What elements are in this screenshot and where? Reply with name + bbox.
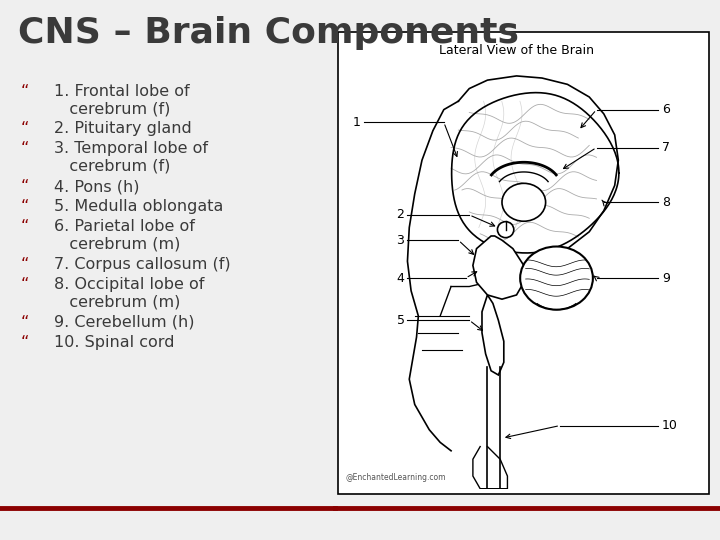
Text: “: “: [20, 277, 29, 292]
Text: cerebrum (m): cerebrum (m): [54, 294, 181, 309]
Text: 10: 10: [662, 419, 678, 432]
Text: 5: 5: [397, 314, 405, 327]
Text: 8. Occipital lobe of: 8. Occipital lobe of: [54, 277, 204, 292]
Text: “: “: [20, 179, 29, 194]
Text: 6: 6: [662, 103, 670, 116]
Text: 2: 2: [397, 208, 405, 221]
Text: 2. Pituitary gland: 2. Pituitary gland: [54, 122, 192, 136]
Text: @EnchantedLearning.com: @EnchantedLearning.com: [346, 474, 446, 482]
Text: 10. Spinal cord: 10. Spinal cord: [54, 335, 174, 350]
Text: 3: 3: [397, 234, 405, 247]
Text: 7: 7: [662, 141, 670, 154]
Text: 7. Corpus callosum (f): 7. Corpus callosum (f): [54, 257, 230, 272]
Text: 4. Pons (h): 4. Pons (h): [54, 179, 140, 194]
Ellipse shape: [520, 246, 593, 309]
Text: 9. Cerebellum (h): 9. Cerebellum (h): [54, 315, 194, 329]
Ellipse shape: [498, 221, 514, 238]
Text: 6. Parietal lobe of: 6. Parietal lobe of: [54, 219, 195, 234]
Text: cerebrum (m): cerebrum (m): [54, 237, 181, 252]
Text: 5. Medulla oblongata: 5. Medulla oblongata: [54, 199, 223, 214]
Text: 9: 9: [662, 272, 670, 285]
Polygon shape: [473, 236, 524, 299]
Text: Lateral View of the Brain: Lateral View of the Brain: [439, 44, 594, 57]
Text: “: “: [20, 122, 29, 136]
Text: 4: 4: [397, 272, 405, 285]
Text: 3. Temporal lobe of: 3. Temporal lobe of: [54, 141, 208, 157]
Polygon shape: [482, 295, 504, 375]
Text: “: “: [20, 199, 29, 214]
Text: cerebrum (f): cerebrum (f): [54, 159, 171, 174]
Text: 8: 8: [662, 196, 670, 209]
Text: “: “: [20, 335, 29, 350]
Text: “: “: [20, 315, 29, 329]
Text: “: “: [20, 141, 29, 157]
Text: cerebrum (f): cerebrum (f): [54, 101, 171, 116]
Bar: [338, 32, 709, 494]
Ellipse shape: [502, 183, 546, 221]
Text: 1. Frontal lobe of: 1. Frontal lobe of: [54, 84, 189, 99]
Text: “: “: [20, 257, 29, 272]
Text: “: “: [20, 84, 29, 99]
Text: 1: 1: [353, 116, 361, 129]
Text: CNS – Brain Components: CNS – Brain Components: [18, 16, 519, 50]
Text: “: “: [20, 219, 29, 234]
